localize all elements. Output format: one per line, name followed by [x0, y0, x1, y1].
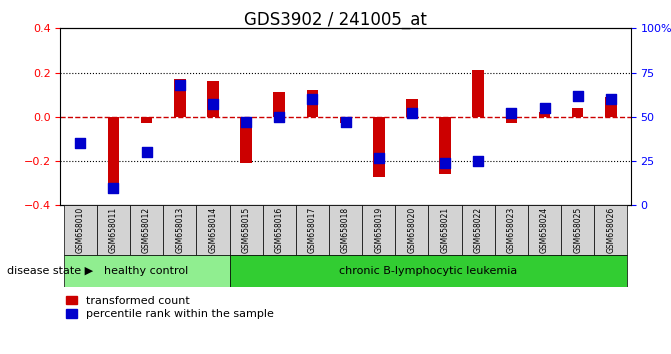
FancyBboxPatch shape	[462, 205, 495, 255]
Bar	[174, 79, 186, 117]
Bar	[107, 117, 119, 194]
Text: GSM658026: GSM658026	[607, 207, 615, 253]
Bar	[472, 70, 484, 117]
Text: GSM658022: GSM658022	[474, 207, 482, 253]
FancyBboxPatch shape	[229, 255, 627, 287]
Text: GSM658024: GSM658024	[540, 207, 549, 253]
FancyBboxPatch shape	[64, 255, 229, 287]
Point	[506, 110, 517, 116]
Text: GSM658013: GSM658013	[175, 207, 185, 253]
Point	[108, 185, 119, 190]
FancyBboxPatch shape	[64, 205, 97, 255]
FancyBboxPatch shape	[197, 205, 229, 255]
Bar	[373, 117, 384, 177]
Bar	[274, 92, 285, 117]
Text: GSM658019: GSM658019	[374, 207, 383, 253]
Text: GSM658017: GSM658017	[308, 207, 317, 253]
Text: healthy control: healthy control	[105, 266, 189, 276]
Point	[373, 155, 384, 160]
Bar	[572, 108, 584, 117]
Point	[75, 141, 86, 146]
Point	[141, 149, 152, 155]
FancyBboxPatch shape	[262, 205, 296, 255]
Text: GSM658014: GSM658014	[209, 207, 217, 253]
Point	[241, 119, 252, 125]
Bar	[141, 117, 152, 124]
Point	[473, 158, 484, 164]
FancyBboxPatch shape	[595, 205, 627, 255]
FancyBboxPatch shape	[296, 205, 329, 255]
Text: GSM658021: GSM658021	[441, 207, 450, 253]
Legend: transformed count, percentile rank within the sample: transformed count, percentile rank withi…	[66, 296, 274, 319]
Bar	[605, 97, 617, 117]
Text: GSM658020: GSM658020	[407, 207, 417, 253]
Point	[340, 119, 351, 125]
Point	[572, 93, 583, 98]
Bar	[307, 90, 318, 117]
Bar	[505, 117, 517, 124]
Point	[407, 110, 417, 116]
Text: GSM658016: GSM658016	[274, 207, 284, 253]
Text: GSM658015: GSM658015	[242, 207, 250, 253]
Bar	[240, 117, 252, 163]
Point	[307, 96, 318, 102]
Text: disease state ▶: disease state ▶	[7, 266, 93, 276]
Point	[174, 82, 185, 88]
FancyBboxPatch shape	[395, 205, 429, 255]
Point	[440, 160, 450, 166]
Point	[207, 102, 218, 107]
FancyBboxPatch shape	[97, 205, 130, 255]
FancyBboxPatch shape	[329, 205, 362, 255]
Point	[274, 114, 285, 120]
Bar	[440, 117, 451, 175]
Text: GDS3902 / 241005_at: GDS3902 / 241005_at	[244, 11, 427, 29]
FancyBboxPatch shape	[429, 205, 462, 255]
Point	[539, 105, 550, 111]
Bar	[406, 99, 417, 117]
FancyBboxPatch shape	[130, 205, 163, 255]
Bar	[340, 117, 352, 124]
Bar	[207, 81, 219, 117]
Text: chronic B-lymphocytic leukemia: chronic B-lymphocytic leukemia	[340, 266, 517, 276]
Text: GSM658025: GSM658025	[573, 207, 582, 253]
Text: GSM658018: GSM658018	[341, 207, 350, 253]
Text: GSM658012: GSM658012	[142, 207, 151, 253]
FancyBboxPatch shape	[528, 205, 561, 255]
Text: GSM658023: GSM658023	[507, 207, 516, 253]
Text: GSM658011: GSM658011	[109, 207, 118, 253]
Point	[605, 96, 616, 102]
Text: GSM658010: GSM658010	[76, 207, 85, 253]
FancyBboxPatch shape	[495, 205, 528, 255]
FancyBboxPatch shape	[229, 205, 262, 255]
Bar	[539, 113, 550, 117]
FancyBboxPatch shape	[163, 205, 197, 255]
FancyBboxPatch shape	[561, 205, 595, 255]
FancyBboxPatch shape	[362, 205, 395, 255]
